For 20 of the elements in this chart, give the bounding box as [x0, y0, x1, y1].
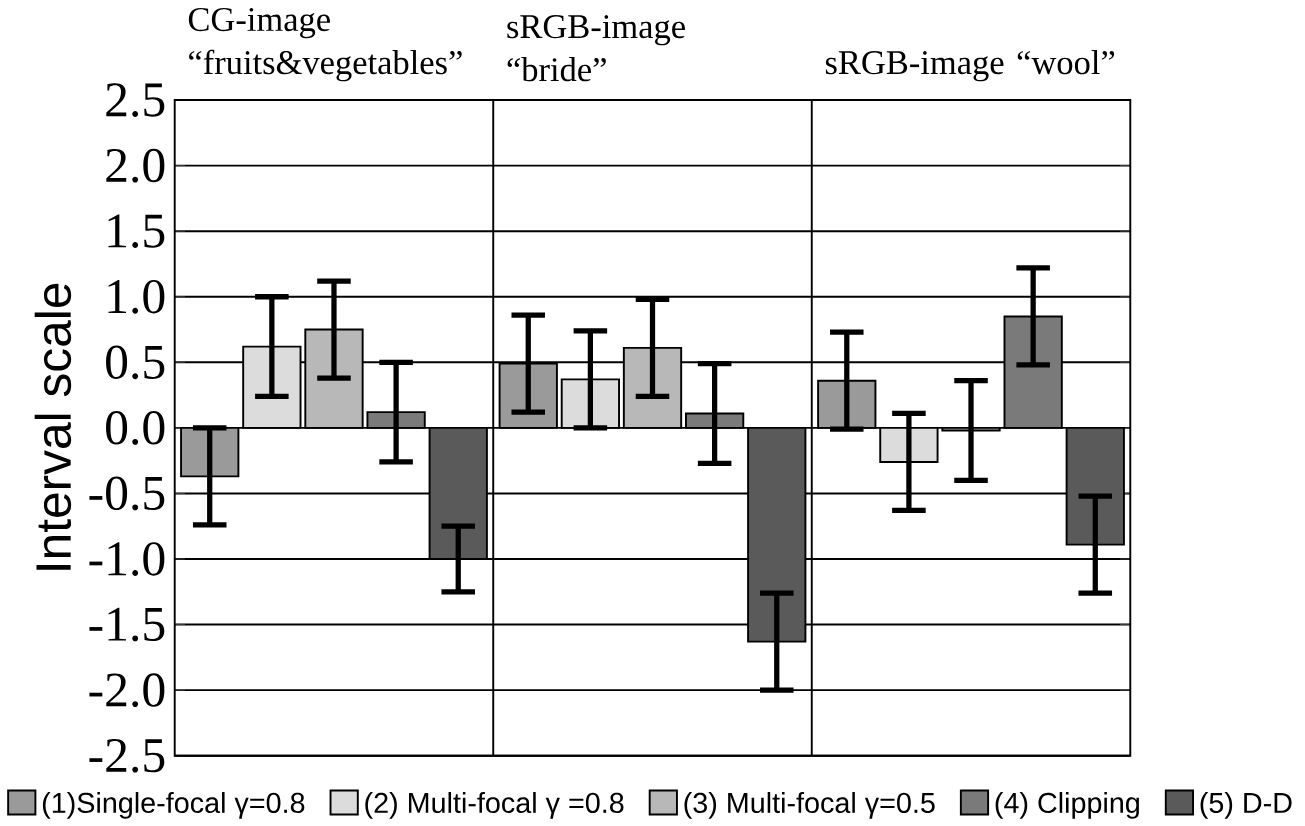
legend-label: (4) Clipping [995, 791, 1139, 819]
legend-label: (3) Multi-focal γ=0.5 [684, 791, 935, 819]
y-tick-label: 2.5 [106, 83, 165, 117]
x-tick-label: CG-image “fruits&vegetables” [188, 7, 462, 82]
y-tick-label: 2.0 [106, 148, 165, 183]
x-tick-label: sRGB-image “bride” [507, 15, 685, 82]
x-tick-label: sRGB-image “wool” [825, 50, 1115, 82]
legend-label: (5) D-D [1200, 791, 1292, 819]
y-tick-label: -0.5 [89, 476, 165, 511]
y-tick-label: -1.5 [89, 607, 165, 642]
y-tick-label: 1.5 [108, 214, 165, 248]
y-tick-label: 0.0 [106, 411, 165, 445]
y-tick-label: -1.0 [89, 542, 165, 576]
y-tick-label: -2.5 [89, 738, 165, 773]
y-tick-label: 1.0 [108, 279, 165, 314]
y-tick-label: 0.5 [106, 345, 165, 380]
y-axis-title: Interval scale [34, 283, 72, 570]
legend-label: (2) Multi-focal γ =0.8 [365, 791, 624, 819]
y-tick-label: -2.0 [89, 673, 165, 708]
legend-label: (1)Single-focal γ=0.8 [42, 791, 305, 819]
